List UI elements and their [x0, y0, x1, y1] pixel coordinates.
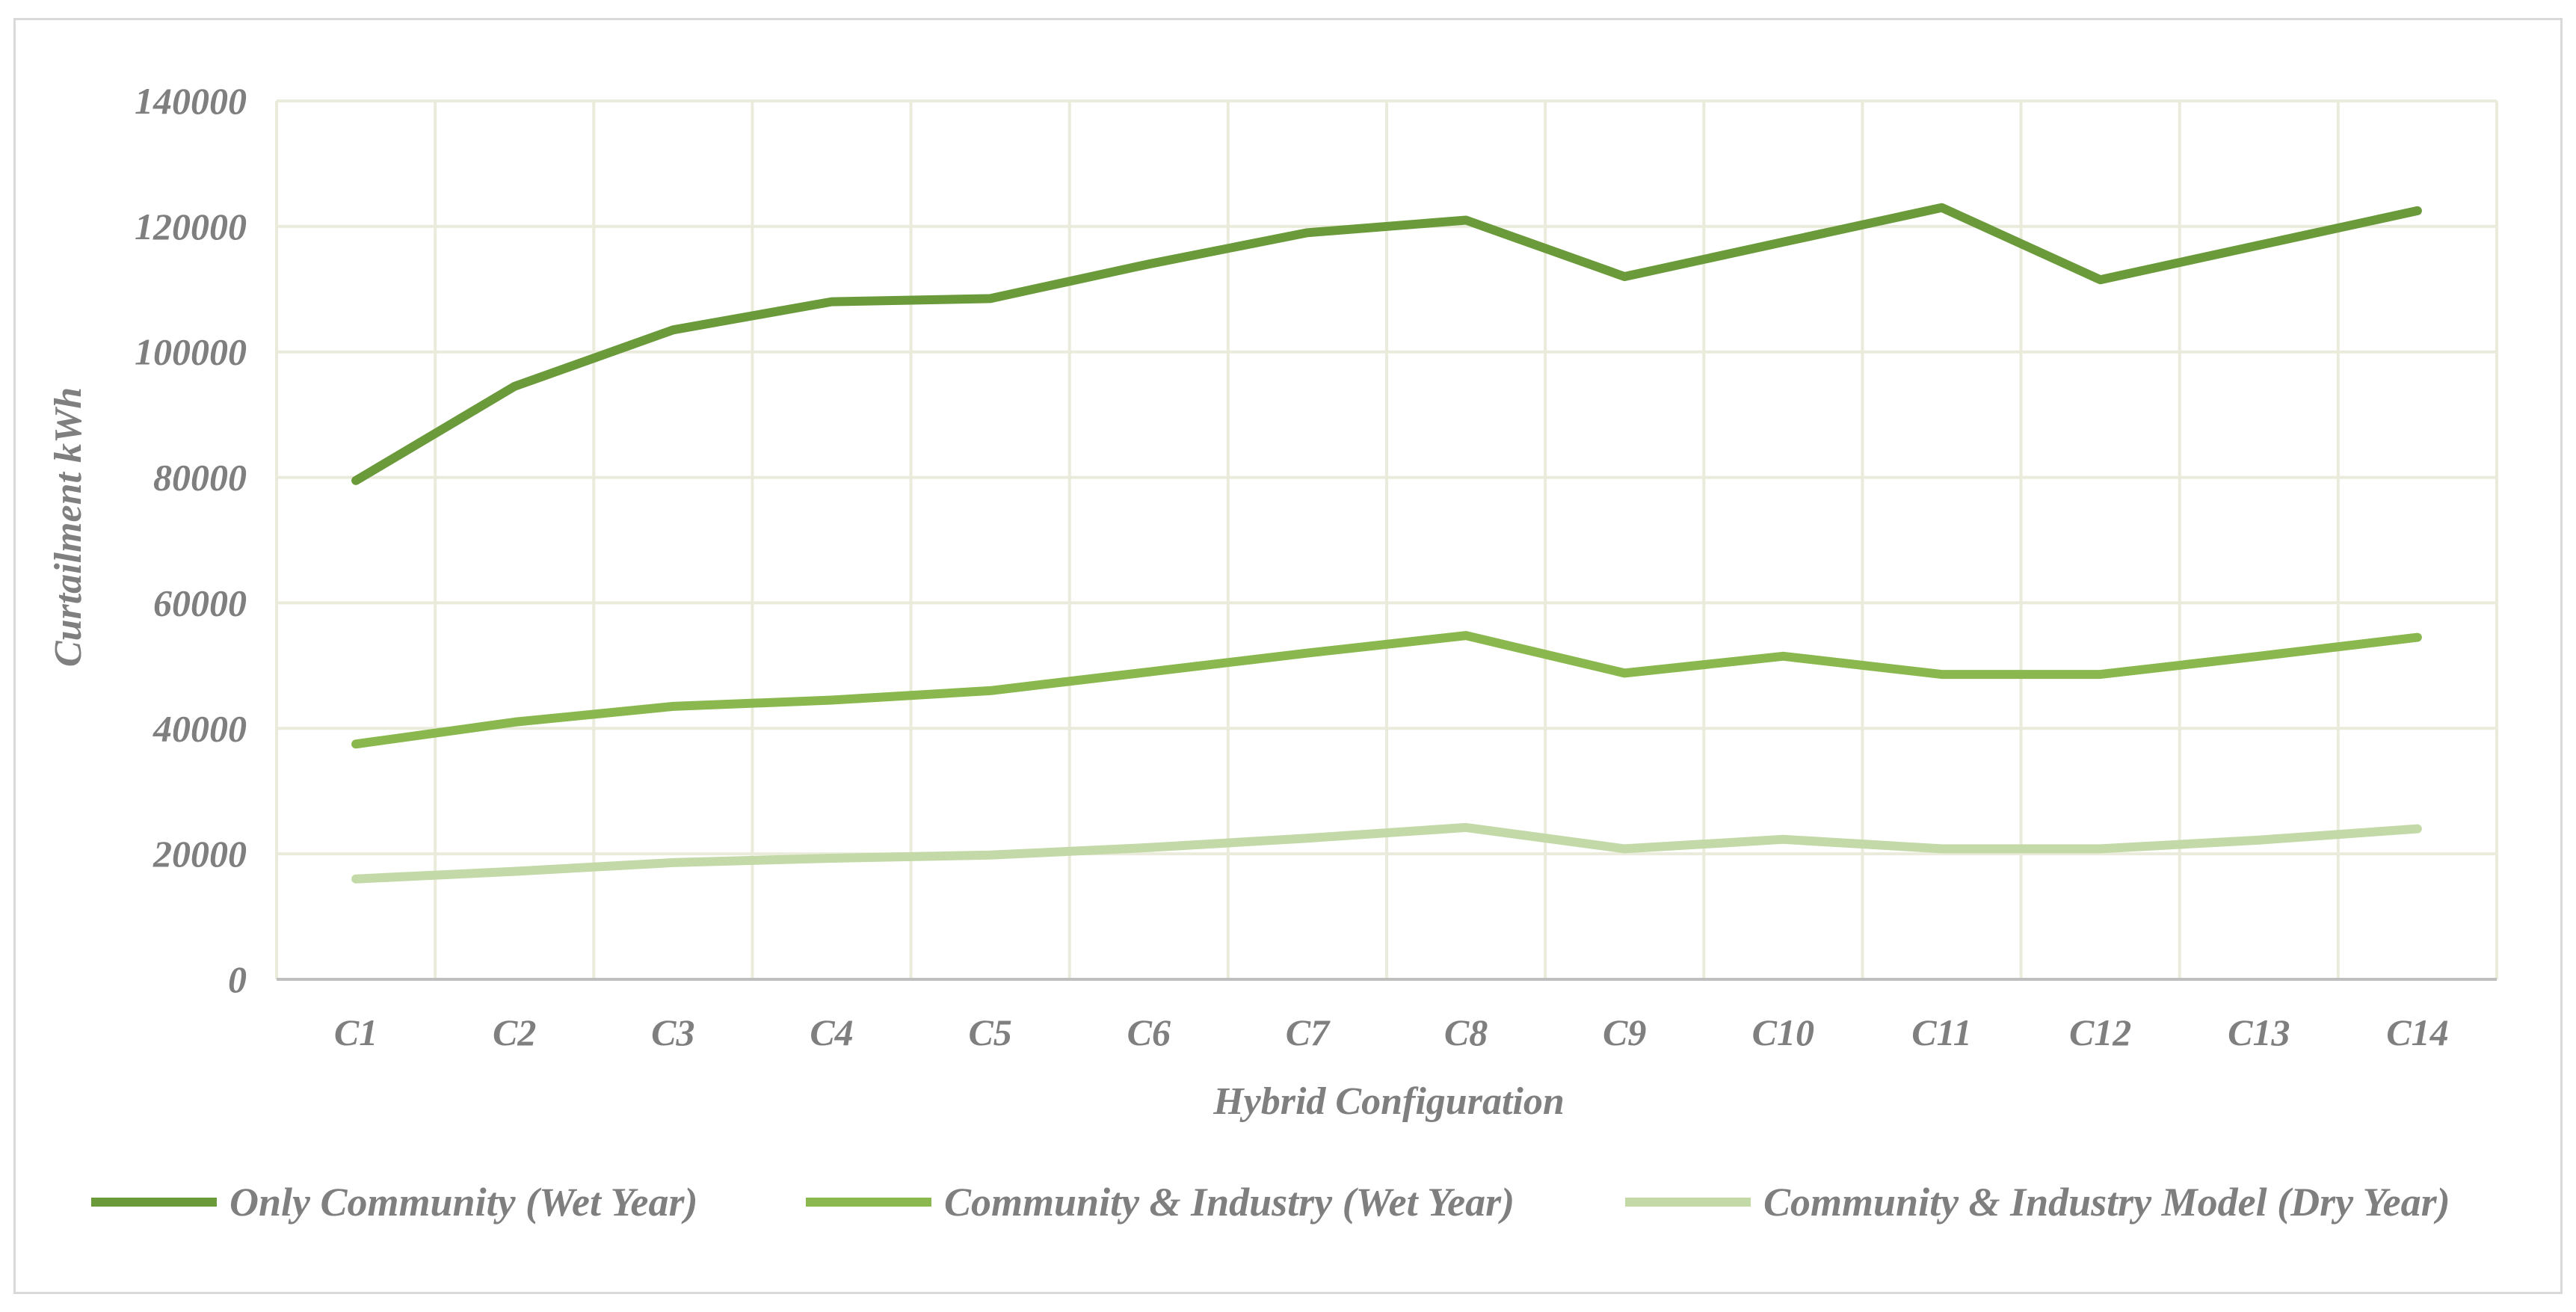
- series-lines: [351, 203, 2422, 884]
- legend-label-1: Only Community (Wet Year): [229, 1180, 698, 1225]
- y-tick-label: 120000: [135, 206, 247, 247]
- x-tick-label: C11: [1911, 1011, 1972, 1053]
- x-tick-label: C10: [1752, 1011, 1814, 1053]
- x-tick-label: C3: [651, 1011, 694, 1053]
- y-tick-label: 100000: [135, 331, 247, 373]
- y-tick-label: 140000: [135, 80, 247, 122]
- x-tick-label: C13: [2228, 1011, 2290, 1053]
- x-tick-label: C1: [334, 1011, 378, 1053]
- x-tick-label: C5: [968, 1011, 1011, 1053]
- y-tick-label: 40000: [152, 707, 247, 749]
- x-tick-label: C9: [1603, 1011, 1646, 1053]
- x-tick-label: C6: [1127, 1011, 1171, 1053]
- y-tick-label: 80000: [153, 457, 247, 499]
- x-tick-label: C8: [1444, 1011, 1488, 1053]
- series-line-2: [351, 631, 2422, 749]
- x-tick-label: C2: [493, 1011, 536, 1053]
- y-tick-label: 60000: [153, 582, 247, 623]
- y-tick-labels: 0 20000 40000 60000 80000 100000 120000 140000: [135, 80, 247, 1000]
- legend-label-3: Community & Industry Model (Dry Year): [1763, 1180, 2450, 1225]
- x-tick-label: C14: [2386, 1011, 2448, 1053]
- x-tick-label: C4: [810, 1011, 853, 1053]
- x-tick-labels: C1 C2 C3 C4 C5 C6 C7 C8 C9 C10 C11 C12 C13 C14: [334, 1011, 2449, 1053]
- y-axis-title: Curtailment kWh: [47, 387, 90, 667]
- x-tick-label: C7: [1286, 1011, 1331, 1053]
- y-tick-label: 0: [228, 958, 247, 1000]
- x-tick-label: C12: [2069, 1011, 2131, 1053]
- legend-label-2: Community & Industry (Wet Year): [944, 1180, 1515, 1225]
- legend: Only Community (Wet Year) Community & Ind…: [91, 1180, 2450, 1225]
- y-tick-label: 20000: [152, 833, 247, 875]
- series-line-1: [351, 203, 2422, 485]
- x-axis-title: Hybrid Configuration: [1212, 1080, 1565, 1123]
- series-line-3: [351, 822, 2422, 884]
